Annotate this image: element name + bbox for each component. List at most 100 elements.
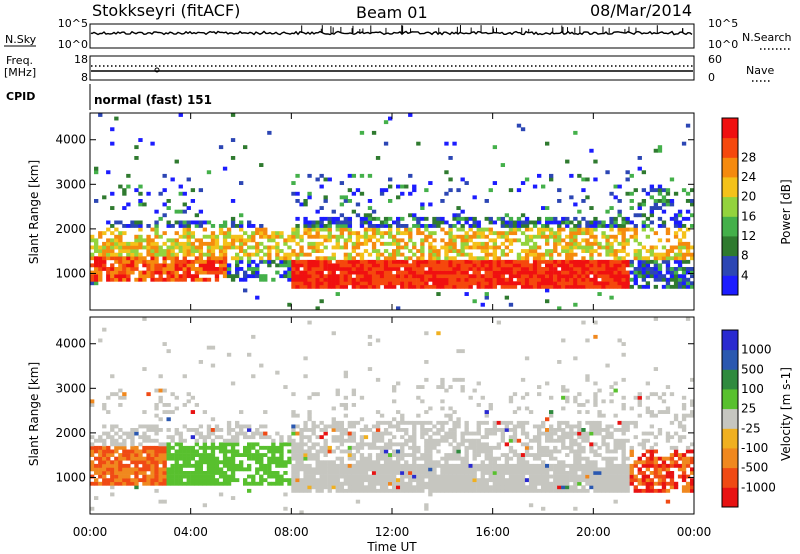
power-cell — [428, 249, 433, 253]
velocity-cell — [134, 463, 139, 468]
velocity-cell — [315, 435, 320, 440]
power-cell — [524, 227, 530, 232]
velocity-cell — [98, 463, 103, 468]
velocity-cell — [126, 449, 131, 454]
velocity-cell — [259, 481, 264, 486]
power-cell — [617, 227, 622, 232]
power-cell — [496, 281, 502, 286]
velocity-cell — [537, 449, 542, 454]
power-cell — [154, 249, 159, 253]
velocity-cell — [585, 460, 590, 465]
velocity-cell — [484, 420, 489, 425]
velocity-cell — [335, 481, 340, 486]
power-cell — [516, 216, 522, 221]
power-cell — [480, 277, 485, 282]
velocity-cell — [335, 428, 340, 432]
power-cell — [581, 227, 586, 232]
power-cell — [287, 263, 292, 268]
power-cell — [122, 224, 127, 228]
power-cell — [110, 238, 115, 243]
velocity-cell — [565, 435, 570, 440]
velocity-cell — [174, 453, 179, 457]
power-cell — [432, 274, 437, 279]
power-cell — [432, 216, 437, 221]
velocity-cell — [528, 503, 534, 508]
velocity-cell — [464, 474, 469, 479]
freq-label: Freq. — [6, 54, 33, 67]
velocity-cell — [653, 460, 659, 465]
power-cell — [339, 277, 345, 282]
velocity-cell — [633, 460, 638, 465]
velocity-cell — [464, 438, 469, 443]
velocity-cell — [573, 506, 578, 511]
power-cell — [118, 238, 123, 243]
velocity-cell — [396, 424, 401, 429]
velocity-cell — [609, 424, 614, 429]
velocity-cell — [271, 456, 276, 461]
power-cell — [295, 267, 300, 271]
power-cell — [681, 141, 687, 146]
power-cell — [549, 173, 554, 178]
power-cell — [440, 199, 445, 203]
power-cell — [528, 249, 534, 253]
velocity-cell — [178, 442, 183, 447]
power-cell — [621, 274, 626, 279]
power-cell — [452, 249, 457, 253]
velocity-cell — [142, 460, 147, 465]
velocity-cell — [235, 478, 240, 483]
power-cell — [516, 259, 522, 264]
power-cell — [424, 259, 429, 264]
power-cell — [661, 220, 667, 225]
power-cell — [239, 227, 244, 232]
power-cell — [166, 277, 171, 282]
power-cell — [182, 245, 187, 250]
power-cell — [359, 263, 365, 268]
velocity-cell — [512, 467, 518, 472]
power-cell — [404, 263, 409, 268]
power-cell — [436, 263, 441, 268]
power-cell — [138, 238, 143, 243]
power-cell — [569, 267, 574, 271]
velocity-cell — [347, 453, 353, 457]
velocity-cell — [186, 428, 191, 432]
velocity-cell — [331, 485, 336, 490]
velocity-cell — [154, 456, 159, 461]
power-cell — [520, 267, 526, 271]
velocity-cell — [275, 478, 280, 483]
power-cell — [577, 263, 582, 268]
velocity-cell — [528, 471, 534, 475]
power-cell — [291, 252, 296, 257]
power-cell — [170, 238, 175, 243]
velocity-cell — [681, 403, 687, 407]
power-cell — [102, 231, 107, 236]
velocity-cell — [359, 460, 365, 465]
velocity-cell — [347, 424, 353, 429]
velocity-cell — [673, 449, 679, 454]
power-cell — [146, 234, 151, 239]
power-cell — [488, 259, 493, 264]
velocity-cell — [444, 413, 449, 418]
power-cell — [102, 245, 107, 250]
power-cell — [448, 284, 453, 289]
power-cell — [138, 184, 143, 189]
velocity-cell — [190, 474, 196, 479]
power-cell — [609, 295, 614, 300]
velocity-cell — [633, 424, 638, 429]
velocity-cell — [424, 449, 429, 454]
velocity-cell — [311, 474, 316, 479]
velocity-cell — [416, 471, 421, 475]
velocity-cell — [351, 478, 357, 483]
power-cell — [166, 220, 171, 225]
velocity-cell — [512, 428, 518, 432]
velocity-cell — [504, 456, 510, 461]
power-cell — [500, 163, 506, 167]
velocity-cell — [569, 474, 574, 479]
power-cell — [516, 252, 522, 257]
velocity-cell — [339, 449, 345, 454]
velocity-cell — [440, 471, 445, 475]
velocity-cell — [609, 435, 614, 440]
power-cell — [110, 267, 115, 271]
power-cell — [541, 224, 546, 228]
power-cell — [601, 267, 606, 271]
velocity-cell — [106, 449, 111, 454]
